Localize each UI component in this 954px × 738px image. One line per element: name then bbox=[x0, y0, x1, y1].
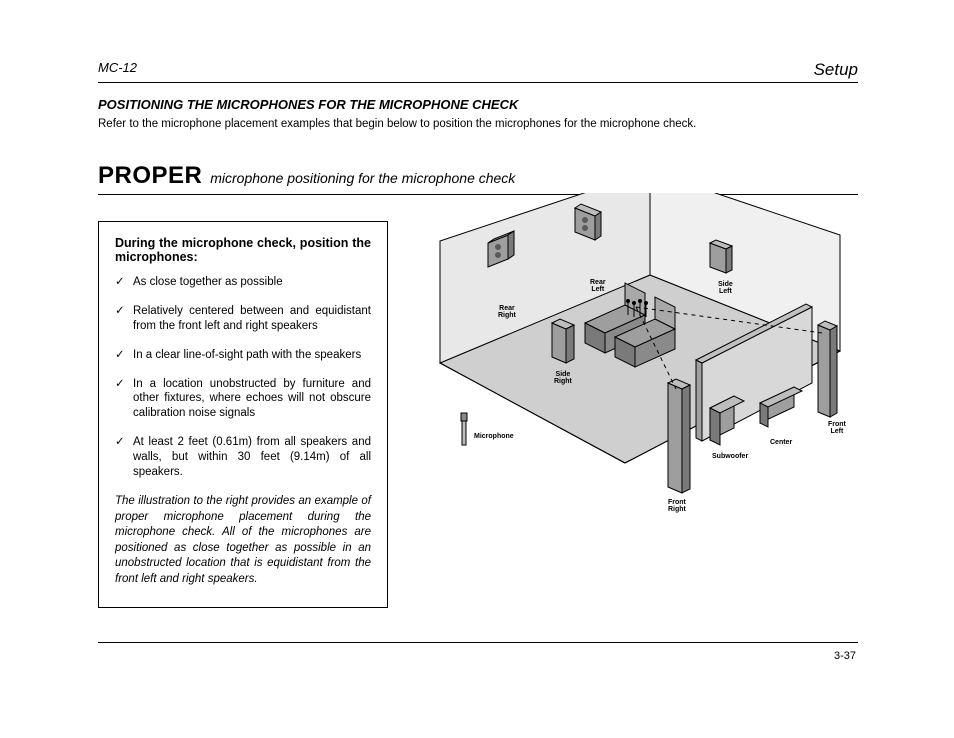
page-number: 3-37 bbox=[834, 650, 856, 662]
instruction-box: During the microphone check, position th… bbox=[98, 221, 388, 608]
lbl-side-right: SideRight bbox=[554, 371, 572, 385]
check-text: In a clear line-of-sight path with the s… bbox=[133, 348, 361, 363]
check-item: ✓In a location unobstructed by furniture… bbox=[115, 377, 371, 422]
checklist: ✓As close together as possible ✓Relative… bbox=[115, 275, 371, 480]
check-icon: ✓ bbox=[115, 275, 133, 290]
check-icon: ✓ bbox=[115, 304, 133, 334]
lbl-microphone: Microphone bbox=[474, 433, 514, 440]
check-item: ✓Relatively centered between and equidis… bbox=[115, 304, 371, 334]
lbl-front-left: FrontLeft bbox=[828, 421, 846, 435]
room-diagram: RearLeft RearRight SideLeft SideRight Fr… bbox=[410, 221, 858, 581]
header-bar: MC-12 Setup bbox=[98, 60, 858, 83]
check-item: ✓As close together as possible bbox=[115, 275, 371, 290]
header-right: Setup bbox=[814, 60, 858, 80]
lbl-rear-right: RearRight bbox=[498, 305, 516, 319]
check-item: ✓In a clear line-of-sight path with the … bbox=[115, 348, 371, 363]
section-subheading: POSITIONING THE MICROPHONES FOR THE MICR… bbox=[98, 97, 858, 112]
footer-rule bbox=[98, 642, 858, 643]
lbl-front-right: FrontRight bbox=[668, 499, 686, 513]
check-text: Relatively centered between and equidist… bbox=[133, 304, 371, 334]
box-title: During the microphone check, position th… bbox=[115, 236, 371, 265]
intro-text: Refer to the microphone placement exampl… bbox=[98, 118, 858, 130]
lbl-side-left: SideLeft bbox=[718, 281, 733, 295]
check-icon: ✓ bbox=[115, 348, 133, 363]
check-icon: ✓ bbox=[115, 435, 133, 480]
check-icon: ✓ bbox=[115, 377, 133, 422]
proper-word: PROPER bbox=[98, 162, 206, 189]
proper-rest: microphone positioning for the microphon… bbox=[210, 170, 515, 186]
lbl-rear-left: RearLeft bbox=[590, 279, 606, 293]
check-item: ✓At least 2 feet (0.61m) from all speake… bbox=[115, 435, 371, 480]
lbl-center: Center bbox=[770, 439, 792, 446]
header-left: MC-12 bbox=[98, 60, 137, 80]
lbl-subwoofer: Subwoofer bbox=[712, 453, 748, 460]
check-text: At least 2 feet (0.61m) from all speaker… bbox=[133, 435, 371, 480]
check-text: As close together as possible bbox=[133, 275, 283, 290]
check-text: In a location unobstructed by furniture … bbox=[133, 377, 371, 422]
proper-heading: PROPER microphone positioning for the mi… bbox=[98, 162, 858, 190]
box-caption: The illustration to the right provides a… bbox=[115, 494, 371, 587]
